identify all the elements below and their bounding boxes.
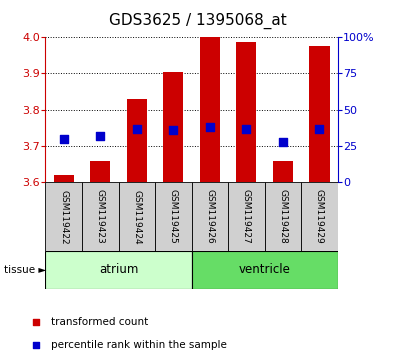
Text: GSM119425: GSM119425 [169,189,178,244]
Text: GSM119422: GSM119422 [59,189,68,244]
Bar [45,182,82,251]
Bar [45,251,192,289]
Point [134,126,140,131]
Bar [200,36,220,182]
Bar [301,182,338,251]
Point [207,124,213,130]
Bar [155,182,192,251]
Bar [273,160,293,182]
Text: GDS3625 / 1395068_at: GDS3625 / 1395068_at [109,12,286,29]
Text: GSM119428: GSM119428 [278,189,288,244]
Bar [228,182,265,251]
Text: GSM119424: GSM119424 [132,189,141,244]
Bar [163,72,183,182]
Point [243,126,250,131]
Bar [90,160,110,182]
Text: GSM119427: GSM119427 [242,189,251,244]
Bar [309,46,329,182]
Bar [118,182,155,251]
Text: transformed count: transformed count [51,317,148,327]
Bar [192,251,338,289]
Point [60,136,67,142]
Bar [82,182,118,251]
Text: GSM119429: GSM119429 [315,189,324,244]
Text: percentile rank within the sample: percentile rank within the sample [51,340,226,350]
Text: ventricle: ventricle [239,263,291,276]
Text: tissue ►: tissue ► [4,265,46,275]
Text: GSM119426: GSM119426 [205,189,214,244]
Bar [236,42,256,182]
Point [316,126,323,131]
Point [97,133,103,139]
Point [280,139,286,144]
Bar [127,99,147,182]
Text: atrium: atrium [99,263,138,276]
Point [170,127,177,133]
Point [32,319,39,325]
Bar [192,182,228,251]
Bar [265,182,301,251]
Bar [54,175,74,182]
Point [32,342,39,348]
Text: GSM119423: GSM119423 [96,189,105,244]
